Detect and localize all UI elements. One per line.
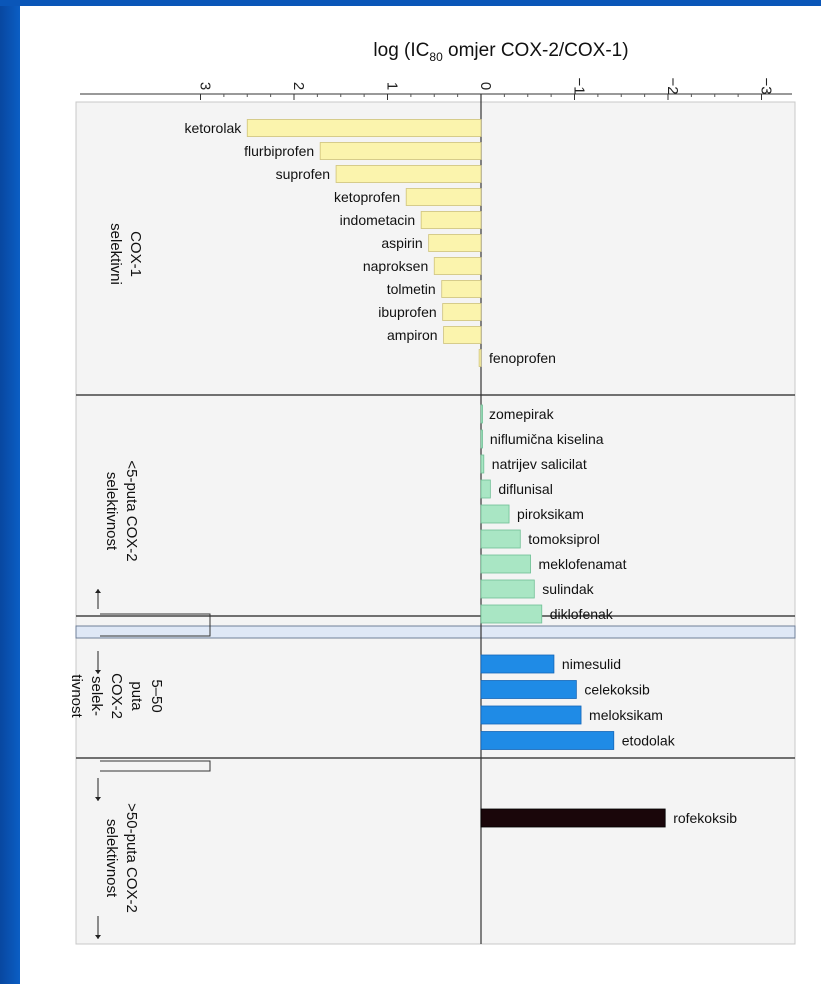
slide-panel: log (IC80 omjer COX-2/COX-1) 3 2 1 0 −1 −2 −3 k…: [20, 6, 821, 984]
bar-flurbiprofen: [319, 142, 482, 160]
group-label: <5-puta COX-2selektivnost: [103, 460, 140, 561]
bar-piroksikam: [480, 504, 510, 524]
bar-label-aspirin: aspirin: [381, 235, 422, 251]
arrow-head: [95, 797, 101, 801]
bar-label-nimesulid: nimesulid: [562, 656, 621, 672]
group-label-line: puta: [128, 681, 145, 711]
bar-ampiron: [443, 326, 482, 344]
group-label-line: selek-: [88, 676, 105, 716]
x-tick-label: −3: [758, 77, 775, 94]
bar-meklofenamat: [480, 554, 531, 574]
group-label: 5–50putaCOX-2selek-tivnost: [68, 673, 165, 719]
group-band: [75, 625, 796, 639]
x-tick-label: −1: [571, 77, 588, 94]
bar-label-sulindak: sulindak: [542, 581, 594, 597]
bar-natrijev-salicilat: [480, 454, 485, 474]
bracket-marker: [100, 626, 211, 637]
slide-top-bar: [0, 0, 821, 6]
bar-zomepirak: [480, 404, 483, 424]
bar-label-natrijev-salicilat: natrijev salicilat: [492, 456, 587, 472]
bar-label-ibuprofen: ibuprofen: [378, 304, 436, 320]
bar-label-flurbiprofen: flurbiprofen: [244, 143, 314, 159]
bar-label-niflumi-na-kiselina: niflumična kiselina: [490, 431, 604, 447]
group-label-line: COX-2: [108, 673, 125, 719]
bracket-marker: [100, 613, 211, 626]
chart-title-subscript: 80: [429, 50, 443, 64]
arrow-head: [95, 670, 101, 674]
chart-title-main: log (IC: [373, 40, 429, 61]
bar-label-indometacin: indometacin: [340, 212, 416, 228]
x-tick-label: 3: [197, 82, 214, 90]
x-tick-label: 2: [290, 82, 307, 90]
bar-label-suprofen: suprofen: [276, 166, 330, 182]
bar-label-naproksen: naproksen: [363, 258, 428, 274]
group-label-line: selektivni: [107, 223, 124, 285]
chart-title: log (IC80 omjer COX-2/COX-1): [373, 40, 628, 64]
bar-label-meklofenamat: meklofenamat: [539, 556, 627, 572]
group-label-line: >50-puta COX-2: [123, 803, 140, 913]
bar-naproksen: [433, 257, 482, 275]
bar-label-ampiron: ampiron: [387, 327, 438, 343]
bar-label-celekoksib: celekoksib: [584, 682, 650, 698]
bar-label-fenoprofen: fenoprofen: [489, 350, 556, 366]
group-label: COX-1selektivni: [107, 223, 144, 285]
bar-niflumi-na-kiselina: [480, 429, 483, 449]
bar-etodolak: [480, 731, 615, 750]
arrow-head: [95, 589, 101, 593]
bar-meloksikam: [480, 705, 582, 725]
bar-tolmetin: [441, 280, 482, 298]
bar-sulindak: [480, 579, 535, 599]
group-label-line: 5–50: [148, 679, 165, 712]
bar-label-diklofenak: diklofenak: [550, 606, 614, 622]
arrow-head: [95, 935, 101, 939]
bar-label-ketorolak: ketorolak: [184, 120, 242, 136]
bar-suprofen: [335, 165, 482, 183]
bar-label-diflunisal: diflunisal: [498, 481, 552, 497]
bar-label-meloksikam: meloksikam: [589, 707, 663, 723]
bracket-marker: [100, 760, 211, 772]
x-tick-label: 0: [477, 82, 494, 90]
group-label-line: <5-puta COX-2: [123, 460, 140, 561]
bar-label-zomepirak: zomepirak: [489, 406, 555, 422]
bar-ketorolak: [246, 119, 482, 137]
bar-tomoksiprol: [480, 529, 521, 549]
bar-indometacin: [420, 211, 482, 229]
bar-label-etodolak: etodolak: [622, 733, 676, 749]
bar-label-piroksikam: piroksikam: [517, 506, 584, 522]
bar-rofekoksib: [480, 808, 666, 828]
x-tick-label: −2: [664, 77, 681, 94]
bar-diklofenak: [480, 604, 543, 624]
group-label-line: COX-1: [127, 231, 144, 277]
group-label-line: tivnost: [68, 674, 85, 718]
group-label-line: selektivnost: [103, 472, 120, 551]
bar-label-tomoksiprol: tomoksiprol: [528, 531, 600, 547]
bar-aspirin: [428, 234, 482, 252]
group-label-line: selektivnost: [103, 819, 120, 898]
bar-ketoprofen: [405, 188, 482, 206]
chart-title-suffix: omjer COX-2/COX-1): [443, 40, 629, 61]
group-label: >50-puta COX-2selektivnost: [103, 803, 140, 913]
slide-left-bar: [0, 0, 20, 984]
bar-diflunisal: [480, 479, 491, 499]
bar-label-rofekoksib: rofekoksib: [673, 810, 737, 826]
bar-label-ketoprofen: ketoprofen: [334, 189, 400, 205]
bar-fenoprofen: [478, 349, 482, 367]
bar-label-tolmetin: tolmetin: [387, 281, 436, 297]
cox-selectivity-chart: log (IC80 omjer COX-2/COX-1) 3 2 1 0 −1 −2 −3 k…: [68, 40, 796, 945]
bar-ibuprofen: [442, 303, 482, 321]
bar-celekoksib: [480, 680, 577, 699]
x-tick-label: 1: [384, 82, 401, 90]
bar-nimesulid: [480, 654, 555, 674]
